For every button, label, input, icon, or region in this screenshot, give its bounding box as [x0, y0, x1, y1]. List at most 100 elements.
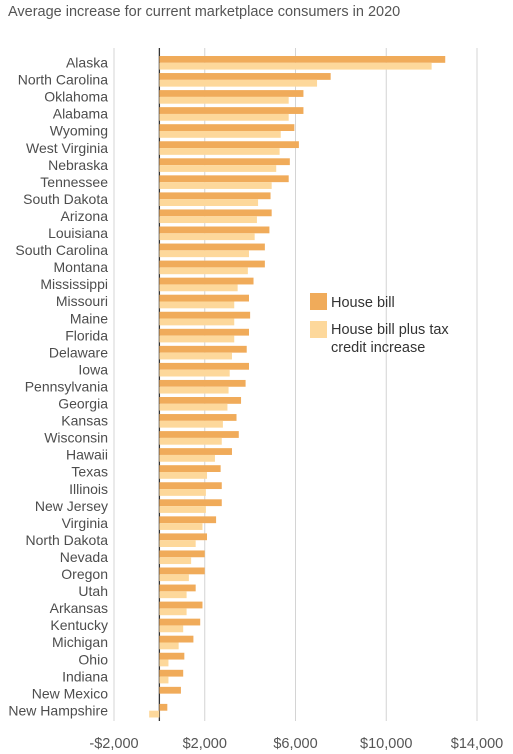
- bar-tax-credit-iowa: [159, 369, 230, 377]
- category-label-pennsylvania: Pennsylvania: [25, 378, 108, 394]
- legend: House bill House bill plus tax credit incr…: [310, 293, 449, 356]
- x-tick-label: $2,000: [183, 736, 227, 752]
- bar-house-bill-michigan: [159, 635, 194, 643]
- bar-house-bill-new-jersey: [159, 499, 222, 507]
- bar-tax-credit-south-dakota: [159, 199, 259, 206]
- bar-tax-credit-delaware: [159, 352, 232, 360]
- bar-house-bill-illinois: [159, 482, 222, 490]
- category-label-new-hampshire: New Hampshire: [8, 702, 108, 718]
- category-label-kansas: Kansas: [61, 413, 108, 429]
- bar-tax-credit-tennessee: [159, 182, 272, 189]
- category-label-utah: Utah: [78, 583, 108, 599]
- category-label-kentucky: Kentucky: [50, 617, 108, 633]
- bar-house-bill-kentucky: [159, 618, 201, 626]
- bar-house-bill-mississippi: [159, 277, 254, 285]
- x-tick-label: $10,000: [360, 736, 412, 752]
- category-label-maine: Maine: [70, 310, 108, 326]
- bar-house-bill-indiana: [159, 669, 184, 677]
- bar-tax-credit-florida: [159, 335, 235, 343]
- bar-house-bill-arizona: [159, 209, 272, 217]
- bar-tax-credit-arkansas: [159, 608, 187, 616]
- category-label-montana: Montana: [54, 259, 109, 275]
- bar-tax-credit-maine: [159, 318, 235, 326]
- bar-tax-credit-wisconsin: [159, 437, 222, 445]
- category-label-north-carolina: North Carolina: [18, 72, 108, 88]
- category-label-missouri: Missouri: [56, 293, 108, 309]
- bar-tax-credit-texas: [159, 472, 208, 479]
- bar-house-bill-kansas: [159, 414, 237, 421]
- bar-house-bill-alabama: [159, 107, 304, 114]
- bar-house-bill-texas: [159, 465, 221, 472]
- bar-tax-credit-new-jersey: [159, 506, 206, 513]
- category-label-ohio: Ohio: [78, 651, 108, 667]
- bar-house-bill-wisconsin: [159, 431, 239, 438]
- bar-house-bill-utah: [159, 584, 196, 592]
- category-label-arkansas: Arkansas: [50, 600, 108, 616]
- bar-house-bill-florida: [159, 328, 249, 336]
- bar-house-bill-new-hampshire: [159, 703, 168, 711]
- bar-house-bill-hawaii: [159, 448, 232, 455]
- bar-house-bill-iowa: [159, 362, 249, 370]
- bar-house-bill-georgia: [159, 397, 242, 404]
- category-label-wisconsin: Wisconsin: [44, 430, 108, 446]
- category-label-florida: Florida: [65, 327, 108, 343]
- bar-tax-credit-utah: [159, 591, 187, 599]
- bar-tax-credit-missouri: [159, 301, 235, 309]
- category-label-oklahoma: Oklahoma: [44, 89, 108, 105]
- category-label-south-carolina: South Carolina: [15, 242, 108, 258]
- bar-house-bill-montana: [159, 260, 265, 268]
- bar-tax-credit-north-dakota: [159, 540, 196, 547]
- category-label-oregon: Oregon: [61, 566, 108, 582]
- category-label-illinois: Illinois: [69, 481, 108, 497]
- bar-house-bill-alaska: [159, 56, 446, 63]
- bar-house-bill-north-dakota: [159, 533, 208, 541]
- bar-house-bill-missouri: [159, 294, 249, 302]
- bar-tax-credit-north-carolina: [159, 79, 318, 87]
- bar-house-bill-south-carolina: [159, 243, 265, 251]
- category-label-arizona: Arizona: [61, 208, 109, 224]
- bar-tax-credit-illinois: [159, 489, 206, 496]
- bar-tax-credit-new-hampshire: [149, 710, 160, 718]
- category-label-georgia: Georgia: [58, 396, 108, 412]
- bar-house-bill-nevada: [159, 550, 205, 558]
- bar-tax-credit-arizona: [159, 216, 257, 224]
- legend-swatch-tax-credit: [310, 321, 327, 338]
- category-label-west-virginia: West Virginia: [26, 140, 108, 156]
- bar-tax-credit-ohio: [159, 659, 169, 667]
- bar-house-bill-nebraska: [159, 158, 290, 166]
- bar-tax-credit-alabama: [159, 113, 289, 121]
- bar-house-bill-west-virginia: [159, 141, 299, 149]
- bar-tax-credit-mississippi: [159, 284, 238, 292]
- bar-tax-credit-indiana: [159, 676, 169, 684]
- bar-house-bill-south-dakota: [159, 192, 271, 200]
- category-label-wyoming: Wyoming: [50, 123, 108, 139]
- bar-tax-credit-wyoming: [159, 131, 281, 138]
- bar-tax-credit-louisiana: [159, 233, 255, 241]
- category-label-delaware: Delaware: [49, 344, 108, 360]
- category-label-north-dakota: North Dakota: [26, 532, 109, 548]
- x-tick-label: $14,000: [451, 736, 503, 752]
- bar-tax-credit-hawaii: [159, 454, 215, 462]
- legend-swatch-house-bill: [310, 293, 327, 310]
- category-label-texas: Texas: [71, 464, 108, 480]
- bar-tax-credit-montana: [159, 267, 248, 275]
- chart-title: Average increase for current marketplace…: [8, 4, 401, 20]
- bar-house-bill-pennsylvania: [159, 379, 246, 387]
- bar-tax-credit-alaska: [159, 62, 432, 70]
- category-label-alabama: Alabama: [53, 106, 108, 122]
- category-label-new-mexico: New Mexico: [32, 685, 108, 701]
- bar-house-bill-ohio: [159, 652, 185, 660]
- bar-house-bill-oregon: [159, 567, 205, 575]
- category-label-hawaii: Hawaii: [66, 447, 108, 463]
- bar-tax-credit-georgia: [159, 403, 228, 411]
- bar-house-bill-louisiana: [159, 226, 270, 234]
- category-label-nevada: Nevada: [60, 549, 108, 565]
- category-label-tennessee: Tennessee: [40, 174, 108, 190]
- x-tick-label: -$2,000: [89, 736, 138, 752]
- bar-house-bill-tennessee: [159, 175, 289, 183]
- bars: [149, 56, 446, 718]
- bar-house-bill-arkansas: [159, 601, 203, 609]
- bar-tax-credit-nevada: [159, 557, 192, 565]
- bar-house-bill-delaware: [159, 345, 247, 353]
